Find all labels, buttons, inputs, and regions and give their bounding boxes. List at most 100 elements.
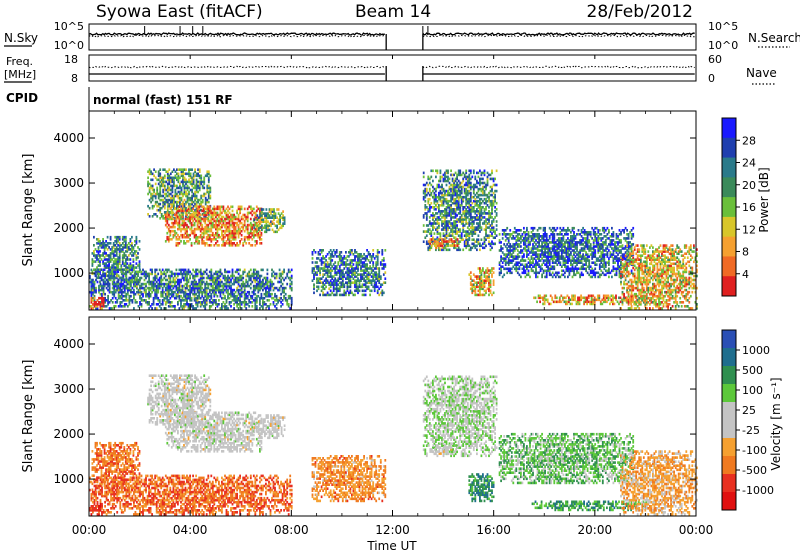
power-cell bbox=[194, 208, 196, 212]
power-cell bbox=[166, 176, 169, 180]
power-cell bbox=[236, 242, 238, 245]
power-cell bbox=[367, 267, 370, 270]
power-cell bbox=[372, 269, 375, 272]
power-cell bbox=[435, 212, 437, 215]
power-cell bbox=[340, 283, 343, 286]
power-cell bbox=[89, 305, 91, 308]
power-cell bbox=[97, 242, 100, 245]
power-cell bbox=[112, 246, 115, 249]
power-cell bbox=[266, 282, 269, 286]
power-cell bbox=[348, 291, 350, 295]
power-cell bbox=[360, 285, 362, 289]
power-cell bbox=[474, 226, 477, 229]
power-cell bbox=[195, 282, 197, 286]
power-cell bbox=[230, 223, 232, 227]
power-cell bbox=[242, 272, 245, 276]
power-cell bbox=[282, 224, 284, 228]
power-cell bbox=[196, 219, 199, 223]
power-cell bbox=[124, 240, 127, 243]
power-cell bbox=[427, 199, 430, 203]
power-cell bbox=[167, 213, 170, 217]
power-cell bbox=[257, 224, 260, 228]
power-cell bbox=[230, 284, 232, 288]
power-cell bbox=[215, 207, 217, 211]
power-cell bbox=[352, 263, 355, 266]
power-cell bbox=[354, 293, 356, 297]
power-cell bbox=[456, 208, 458, 211]
power-cell bbox=[228, 221, 231, 225]
power-cell bbox=[199, 303, 202, 306]
power-cell bbox=[311, 253, 314, 256]
power-cell bbox=[166, 225, 169, 229]
power-cell bbox=[205, 238, 208, 241]
power-cell bbox=[177, 176, 180, 180]
power-cell bbox=[269, 288, 272, 292]
power-cell bbox=[132, 252, 135, 255]
power-cell bbox=[172, 217, 175, 221]
power-cell bbox=[454, 177, 457, 181]
power-cell bbox=[268, 284, 270, 288]
power-cell bbox=[94, 260, 97, 263]
power-cell bbox=[492, 230, 495, 233]
power-cell bbox=[121, 254, 124, 257]
power-cell bbox=[152, 280, 155, 284]
power-cell bbox=[249, 296, 252, 300]
power-cell bbox=[278, 286, 281, 290]
power-cell bbox=[145, 272, 147, 276]
power-cell bbox=[213, 299, 216, 302]
power-cell bbox=[489, 234, 492, 237]
power-cell bbox=[341, 263, 344, 266]
power-cell bbox=[488, 191, 490, 195]
power-cell bbox=[189, 198, 192, 202]
power-cell bbox=[215, 225, 217, 229]
power-cell bbox=[248, 231, 251, 235]
freq-traces bbox=[88, 65, 695, 81]
power-cell bbox=[228, 240, 231, 243]
power-cell bbox=[160, 307, 163, 310]
power-cell bbox=[489, 216, 492, 219]
power-cell bbox=[450, 214, 452, 217]
power-cell bbox=[179, 190, 181, 194]
power-cell bbox=[373, 281, 376, 284]
power-cell bbox=[162, 188, 165, 192]
power-cell bbox=[468, 191, 471, 195]
power-cell bbox=[111, 248, 114, 251]
power-cell bbox=[131, 301, 134, 304]
power-cell bbox=[109, 258, 112, 261]
power-cell bbox=[448, 210, 451, 213]
power-cell bbox=[444, 171, 446, 175]
power-cell bbox=[227, 288, 229, 292]
power-cell bbox=[474, 285, 477, 289]
power-cell bbox=[367, 285, 370, 289]
power-cell bbox=[471, 232, 474, 235]
power-cell bbox=[334, 281, 337, 284]
power-cell bbox=[222, 282, 225, 286]
power-cell bbox=[460, 189, 463, 193]
power-cell bbox=[137, 288, 140, 292]
power-cell bbox=[186, 278, 188, 282]
power-cell bbox=[483, 236, 486, 239]
power-cell bbox=[198, 280, 201, 284]
power-cell bbox=[215, 286, 217, 290]
power-cell bbox=[448, 234, 451, 237]
power-cell bbox=[454, 193, 457, 197]
power-cell bbox=[325, 281, 327, 284]
power-cell bbox=[169, 202, 172, 206]
power-cell bbox=[202, 219, 205, 223]
power-cell bbox=[159, 184, 162, 188]
power-cell bbox=[172, 223, 175, 227]
power-cell bbox=[128, 299, 131, 302]
power-cell bbox=[474, 291, 477, 295]
power-cell bbox=[233, 282, 235, 286]
power-cell bbox=[137, 270, 140, 274]
power-cell bbox=[184, 274, 187, 278]
power-cell bbox=[326, 263, 329, 266]
power-cell bbox=[268, 292, 270, 296]
power-cell bbox=[171, 186, 174, 190]
power-cell bbox=[162, 215, 165, 218]
power-cell bbox=[119, 296, 122, 300]
power-cell bbox=[168, 182, 171, 186]
power-cell bbox=[202, 229, 205, 233]
power-cell bbox=[151, 204, 154, 208]
power-cell bbox=[146, 294, 149, 298]
